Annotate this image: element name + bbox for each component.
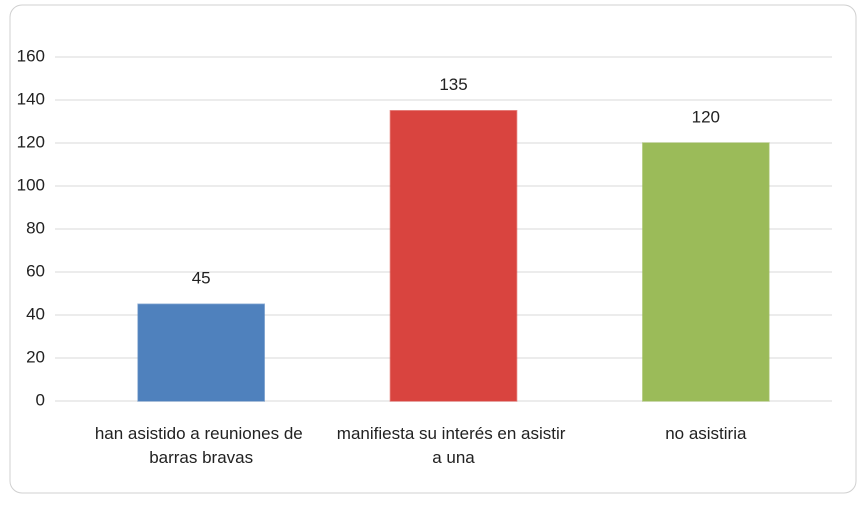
y-tick-label: 140 [17,89,45,108]
y-tick-label: 20 [26,347,45,366]
x-tick-label: no asistiria [665,424,747,443]
y-tick-label: 120 [17,132,45,151]
y-tick-label: 0 [36,390,45,409]
value-label: 135 [439,75,467,94]
x-tick-label: manifiesta su interés en asistir a una [337,424,570,467]
value-label: 120 [692,107,720,126]
y-tick-label: 80 [26,218,45,237]
y-tick-label: 40 [26,304,45,323]
y-tick-label: 160 [17,46,45,65]
bar [389,110,518,402]
bar [642,142,770,402]
value-label: 45 [192,269,211,288]
y-tick-label: 100 [17,175,45,194]
bar [137,303,265,402]
y-tick-label: 60 [26,261,45,280]
x-tick-label: han asistido a reuniones de barras brava… [95,424,308,467]
